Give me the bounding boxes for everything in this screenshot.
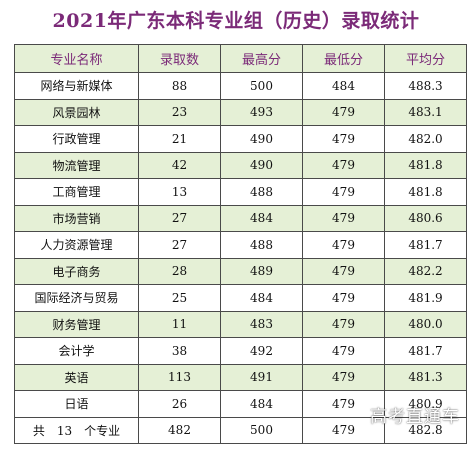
header-major-name: 专业名称 <box>14 44 139 73</box>
cell-avg-score: 481.9 <box>384 284 467 312</box>
cell-admitted: 23 <box>138 98 221 126</box>
cell-admitted: 25 <box>138 284 221 312</box>
total-min-score: 479 <box>302 416 385 444</box>
cell-min-score: 479 <box>302 151 385 179</box>
cell-major-name: 英语 <box>14 363 139 391</box>
cell-max-score: 483 <box>220 310 303 338</box>
total-avg-score: 482.8 <box>384 416 467 444</box>
cell-min-score: 484 <box>302 72 385 100</box>
cell-max-score: 490 <box>220 125 303 153</box>
cell-admitted: 88 <box>138 72 221 100</box>
cell-min-score: 479 <box>302 231 385 259</box>
cell-admitted: 26 <box>138 390 221 418</box>
table-row: 英语 113 491 479 481.3 <box>14 363 467 391</box>
cell-admitted: 11 <box>138 310 221 338</box>
cell-avg-score: 481.3 <box>384 363 467 391</box>
cell-max-score: 484 <box>220 390 303 418</box>
watermark: 高考直通车 <box>370 407 460 427</box>
cell-avg-score: 481.8 <box>384 151 467 179</box>
cell-major-name: 会计学 <box>14 337 139 365</box>
table-row: 会计学 38 492 479 481.7 <box>14 337 467 365</box>
cell-max-score: 490 <box>220 151 303 179</box>
header-admitted: 录取数 <box>138 44 221 73</box>
cell-major-name: 电子商务 <box>14 257 139 285</box>
table-row: 网络与新媒体 88 500 484 488.3 <box>14 72 467 100</box>
cell-avg-score: 481.8 <box>384 178 467 206</box>
cell-max-score: 484 <box>220 284 303 312</box>
cell-min-score: 479 <box>302 363 385 391</box>
cell-admitted: 28 <box>138 257 221 285</box>
cell-admitted: 27 <box>138 231 221 259</box>
cell-min-score: 479 <box>302 204 385 232</box>
cell-major-name: 行政管理 <box>14 125 139 153</box>
cell-admitted: 27 <box>138 204 221 232</box>
cell-major-name: 风景园林 <box>14 98 139 126</box>
cell-min-score: 479 <box>302 178 385 206</box>
cell-major-name: 财务管理 <box>14 310 139 338</box>
cell-admitted: 13 <box>138 178 221 206</box>
cell-major-name: 网络与新媒体 <box>14 72 139 100</box>
table-row: 市场营销 27 484 479 480.6 <box>14 204 467 232</box>
page-title: 2021年广东本科专业组（历史）录取统计 <box>52 10 420 32</box>
cell-admitted: 38 <box>138 337 221 365</box>
cell-major-name: 国际经济与贸易 <box>14 284 139 312</box>
cell-major-name: 市场营销 <box>14 204 139 232</box>
table-row: 风景园林 23 493 479 483.1 <box>14 98 467 126</box>
cell-major-name: 物流管理 <box>14 151 139 179</box>
table-row: 财务管理 11 483 479 480.0 <box>14 310 467 338</box>
cell-max-score: 489 <box>220 257 303 285</box>
cell-max-score: 500 <box>220 72 303 100</box>
header-avg-score: 平均分 <box>384 44 467 73</box>
table-row: 日语 26 484 479 480.9 <box>14 390 467 418</box>
table-row: 物流管理 42 490 479 481.8 <box>14 151 467 179</box>
cell-max-score: 488 <box>220 178 303 206</box>
cell-max-score: 484 <box>220 204 303 232</box>
cell-admitted: 21 <box>138 125 221 153</box>
cell-avg-score: 481.7 <box>384 337 467 365</box>
cell-admitted: 113 <box>138 363 221 391</box>
cell-min-score: 479 <box>302 257 385 285</box>
table-row: 行政管理 21 490 479 482.0 <box>14 125 467 153</box>
table-row: 人力资源管理 27 488 479 481.7 <box>14 231 467 259</box>
admission-stats-table: 专业名称 录取数 最高分 最低分 平均分 网络与新媒体 88 500 484 488.3… <box>14 44 467 444</box>
cell-max-score: 488 <box>220 231 303 259</box>
cell-avg-score: 480.6 <box>384 204 467 232</box>
cell-max-score: 491 <box>220 363 303 391</box>
table-total-row: 共 13 个专业 482 500 479 482.8 <box>14 416 467 444</box>
cell-admitted: 42 <box>138 151 221 179</box>
cell-avg-score: 482.2 <box>384 257 467 285</box>
cell-min-score: 479 <box>302 337 385 365</box>
cell-min-score: 479 <box>302 98 385 126</box>
header-min-score: 最低分 <box>302 44 385 73</box>
cell-avg-score: 488.3 <box>384 72 467 100</box>
cell-min-score: 479 <box>302 310 385 338</box>
total-label: 共 13 个专业 <box>14 416 139 444</box>
cell-max-score: 493 <box>220 98 303 126</box>
table-row: 电子商务 28 489 479 482.2 <box>14 257 467 285</box>
cell-min-score: 479 <box>302 284 385 312</box>
header-max-score: 最高分 <box>220 44 303 73</box>
cell-avg-score: 483.1 <box>384 98 467 126</box>
total-max-score: 500 <box>220 416 303 444</box>
cell-major-name: 人力资源管理 <box>14 231 139 259</box>
cell-avg-score: 480.9 <box>384 390 467 418</box>
cell-max-score: 492 <box>220 337 303 365</box>
cell-avg-score: 480.0 <box>384 310 467 338</box>
table-row: 国际经济与贸易 25 484 479 481.9 <box>14 284 467 312</box>
cell-major-name: 工商管理 <box>14 178 139 206</box>
table-header-row: 专业名称 录取数 最高分 最低分 平均分 <box>14 44 467 73</box>
cell-min-score: 479 <box>302 125 385 153</box>
table-row: 工商管理 13 488 479 481.8 <box>14 178 467 206</box>
cell-major-name: 日语 <box>14 390 139 418</box>
cell-avg-score: 481.7 <box>384 231 467 259</box>
cell-avg-score: 482.0 <box>384 125 467 153</box>
total-admitted: 482 <box>138 416 221 444</box>
